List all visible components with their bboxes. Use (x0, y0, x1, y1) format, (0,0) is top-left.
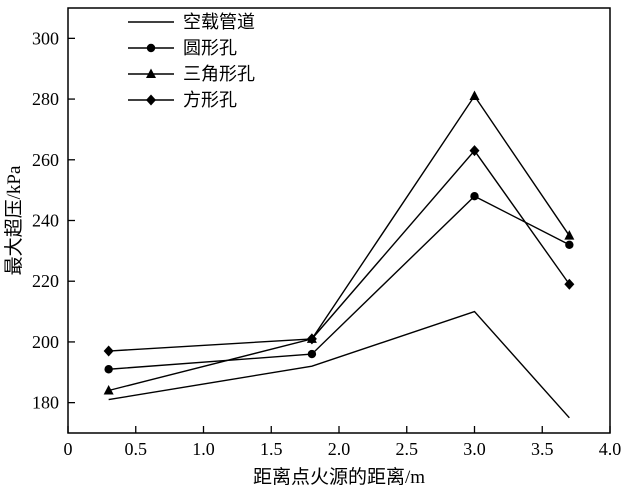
x-axis-label: 距离点火源的距离/m (253, 466, 425, 488)
x-tick-label: 0.5 (125, 439, 148, 459)
series-line-1 (108, 195, 570, 370)
legend-label-3: 方形孔 (183, 90, 237, 110)
series-1-circle-marker (104, 365, 113, 374)
series-3-diamond-marker (103, 345, 114, 357)
x-tick-label: 2.0 (328, 439, 351, 459)
x-tick-label: 0 (64, 439, 73, 459)
series-line-3 (108, 149, 570, 352)
x-tick-label: 4.0 (599, 439, 622, 459)
y-tick-label: 200 (32, 332, 59, 352)
y-tick-label: 180 (32, 393, 59, 413)
y-tick-label: 220 (32, 271, 59, 291)
legend-2-triangle-marker (146, 68, 156, 78)
series-1-circle-marker (470, 192, 479, 201)
series-2-triangle-marker (103, 385, 114, 395)
x-tick-label: 1.5 (260, 439, 283, 459)
y-axis-label: 最大超压/kPa (3, 165, 25, 275)
series-line-2 (108, 94, 570, 392)
legend-1-circle-marker (146, 43, 156, 53)
series-1-circle-marker (565, 240, 574, 249)
legend-label-0: 空载管道 (183, 12, 255, 32)
x-tick-label: 2.5 (396, 439, 419, 459)
series-3-diamond-marker (469, 145, 480, 157)
x-tick-label: 1.0 (192, 439, 215, 459)
y-tick-label: 240 (32, 211, 59, 231)
y-tick-label: 280 (32, 89, 59, 109)
series-3-diamond-marker (564, 278, 575, 290)
series-3-diamond-marker (306, 333, 317, 345)
x-tick-label: 3.0 (463, 439, 486, 459)
y-tick-label: 300 (32, 28, 59, 48)
series-1-circle-marker (307, 349, 317, 359)
legend-label-1: 圆形孔 (183, 38, 237, 58)
series-2-triangle-marker (469, 90, 480, 101)
legend-3-diamond-marker (146, 94, 156, 106)
y-tick-label: 260 (32, 150, 59, 170)
series-2-triangle-marker (564, 230, 575, 240)
x-tick-label: 3.5 (531, 439, 554, 459)
legend-label-2: 三角形孔 (183, 64, 255, 84)
series-line-0 (108, 310, 570, 419)
